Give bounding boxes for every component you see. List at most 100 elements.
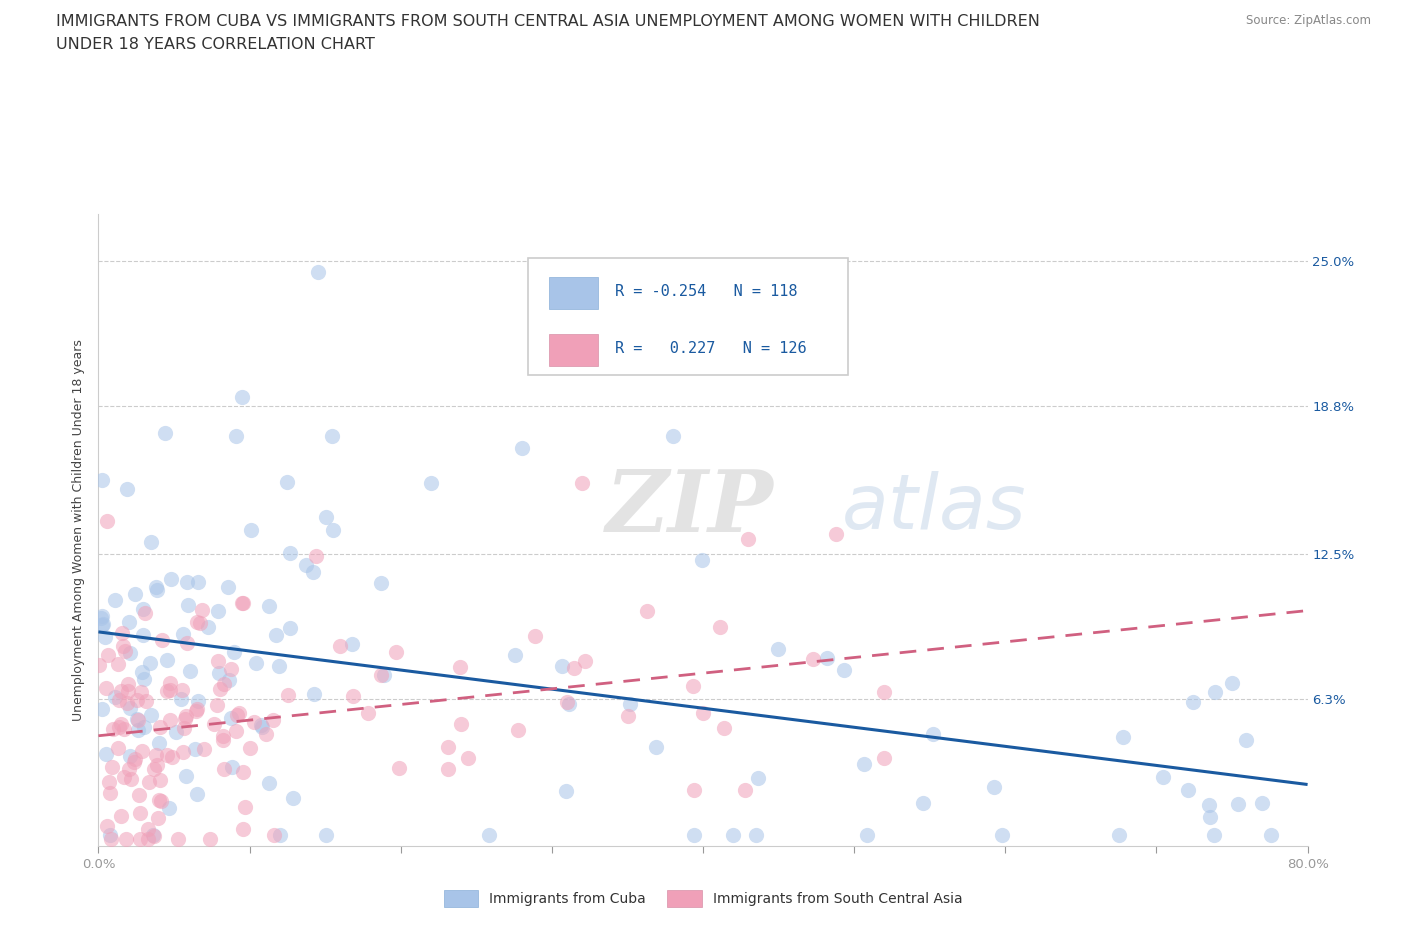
Point <box>267 658 290 673</box>
Point <box>142 827 165 842</box>
Point <box>436 762 458 777</box>
Point <box>692 706 714 721</box>
Point <box>1182 695 1205 710</box>
Point <box>280 546 302 561</box>
Text: atlas: atlas <box>842 471 1026 545</box>
Point <box>174 708 197 723</box>
Point <box>120 771 142 786</box>
Point <box>873 684 896 699</box>
Text: R =   0.227   N = 126: R = 0.227 N = 126 <box>614 341 807 356</box>
Point <box>225 724 247 739</box>
Point <box>94 747 117 762</box>
Point <box>184 704 207 719</box>
Point <box>243 715 266 730</box>
Point <box>197 619 219 634</box>
Point <box>231 595 253 610</box>
Point <box>108 720 131 735</box>
Point <box>233 800 256 815</box>
Point <box>132 719 155 734</box>
Point <box>449 659 471 674</box>
Point <box>172 683 194 698</box>
Point <box>120 749 142 764</box>
Point <box>186 702 208 717</box>
Point <box>636 604 658 619</box>
Point <box>200 831 222 846</box>
Point <box>188 616 211 631</box>
Point <box>1204 827 1226 842</box>
Point <box>187 694 209 709</box>
Point <box>766 642 789 657</box>
Point <box>118 645 141 660</box>
Point <box>217 580 239 595</box>
Point <box>747 770 769 785</box>
Point <box>174 768 197 783</box>
Point <box>551 658 574 673</box>
Point <box>278 621 301 636</box>
Point <box>91 618 114 632</box>
Point <box>89 658 111 673</box>
Point <box>508 723 530 737</box>
Point <box>134 605 156 620</box>
Point <box>146 757 169 772</box>
Point <box>1177 783 1199 798</box>
Point <box>134 671 156 686</box>
Point <box>117 482 139 497</box>
Point <box>207 604 229 618</box>
Point <box>100 831 122 846</box>
Point <box>239 740 262 755</box>
Point <box>315 510 337 525</box>
Point <box>118 700 141 715</box>
Point <box>645 739 668 754</box>
Point <box>202 717 225 732</box>
Point <box>139 656 162 671</box>
Point <box>186 787 208 802</box>
Point <box>555 784 578 799</box>
Point <box>302 686 325 701</box>
Point <box>177 598 200 613</box>
Point <box>129 684 152 699</box>
Point <box>117 676 139 691</box>
Point <box>115 831 138 846</box>
Point <box>145 747 167 762</box>
Point <box>112 722 135 737</box>
Point <box>734 782 756 797</box>
Point <box>146 582 169 597</box>
Point <box>156 653 179 668</box>
Point <box>478 827 501 842</box>
Point <box>149 720 172 735</box>
Point <box>186 615 208 630</box>
Point <box>283 790 305 805</box>
Point <box>232 764 254 779</box>
Point <box>112 639 135 654</box>
Point <box>266 628 288 643</box>
Point <box>173 721 195 736</box>
Point <box>159 713 181 728</box>
Point <box>127 693 149 708</box>
Point <box>250 719 273 734</box>
Point <box>1234 733 1257 748</box>
Point <box>574 654 596 669</box>
Point <box>269 827 291 842</box>
Point <box>257 599 280 614</box>
Point <box>96 818 118 833</box>
Point <box>142 829 165 844</box>
Point <box>127 712 149 727</box>
Point <box>111 626 134 641</box>
Point <box>93 617 115 631</box>
Point <box>388 761 411 776</box>
Point <box>221 711 243 725</box>
Point <box>157 801 180 816</box>
Point <box>228 706 250 721</box>
Point <box>721 827 744 842</box>
Point <box>737 531 759 546</box>
Point <box>193 742 215 757</box>
Legend: Immigrants from Cuba, Immigrants from South Central Asia: Immigrants from Cuba, Immigrants from So… <box>439 884 967 912</box>
Point <box>156 748 179 763</box>
Point <box>1260 827 1282 842</box>
Point <box>98 775 121 790</box>
Point <box>709 620 731 635</box>
Point <box>117 683 139 698</box>
Point <box>132 602 155 617</box>
Text: Source: ZipAtlas.com: Source: ZipAtlas.com <box>1246 14 1371 27</box>
Point <box>853 756 876 771</box>
